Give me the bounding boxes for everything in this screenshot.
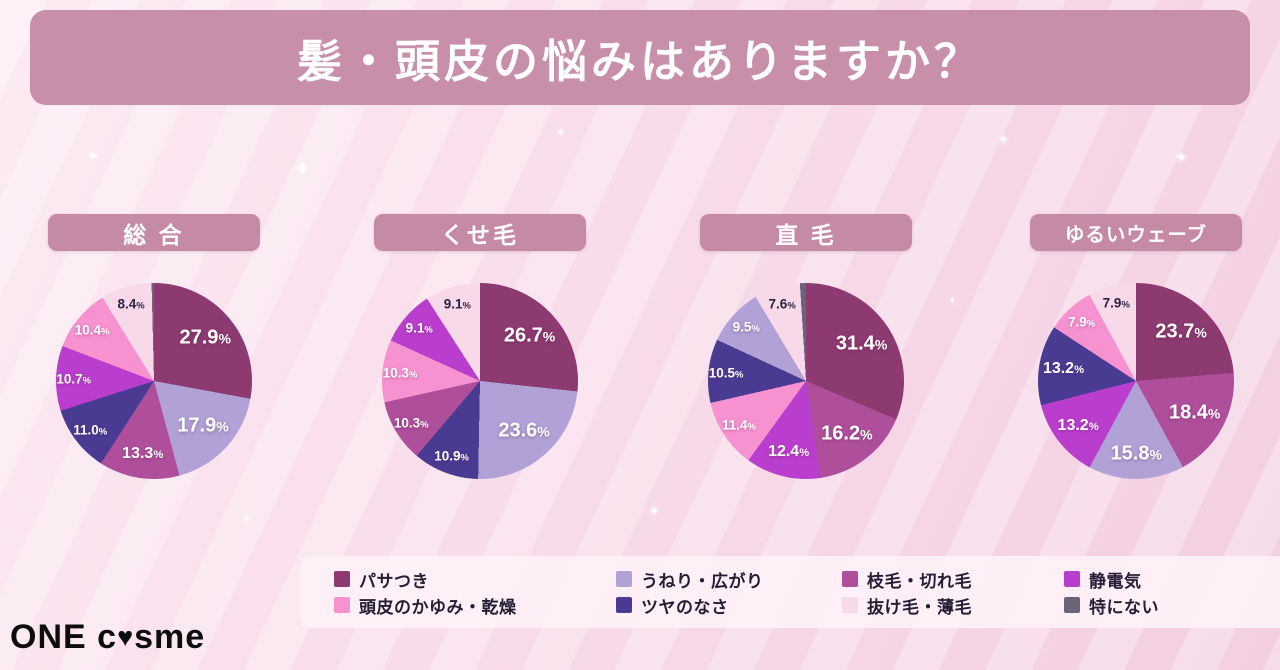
pie-slice-label: 12.4%: [768, 443, 810, 461]
legend-label: 枝毛・切れ毛: [867, 571, 972, 591]
chart-section-overall: 総 合 27.9% 17.9% 13.3% 11.0% 10.7% 10.4% 8.4%: [48, 214, 260, 479]
pie-slice-label: 13.3%: [122, 444, 164, 462]
chart-title-pill-kusege: くせ毛: [374, 214, 586, 251]
legend-label: うねり・広がり: [641, 571, 764, 591]
one-cosme-logo: ONE c♥sme: [10, 618, 205, 657]
pie-wrap: 26.7% 23.6% 10.9% 10.3% 10.3% 9.1% 9.1%: [382, 283, 578, 479]
pie-slice-label: 9.1%: [443, 296, 471, 312]
legend-label: ツヤのなさ: [641, 597, 729, 617]
legend-item: うねり・広がり: [616, 566, 842, 592]
legend-item: 静電気: [1064, 566, 1280, 592]
legend-item: 特にない: [1064, 592, 1280, 618]
chart-section-chokumou: 直 毛 31.4% 16.2% 12.4% 11.4% 10.5% 9.5% 7.6%: [700, 214, 912, 479]
sparkle-icon: ✦: [948, 296, 957, 307]
pie-wrap: 31.4% 16.2% 12.4% 11.4% 10.5% 9.5% 7.6%: [708, 283, 904, 479]
logo-text: sme: [134, 618, 206, 656]
legend-item: パサつき: [334, 566, 616, 592]
legend-swatch: [616, 571, 632, 587]
pie-wrap: 27.9% 17.9% 13.3% 11.0% 10.7% 10.4% 8.4%: [56, 283, 252, 479]
pie-slice-label: 13.2%: [1057, 417, 1099, 435]
legend: パサつき うねり・広がり 枝毛・切れ毛 静電気 頭皮のかゆみ・乾燥 ツヤのなさ …: [300, 556, 1280, 628]
heart-icon: ♥: [117, 622, 135, 652]
title-banner: 髪・頭皮の悩みはありますか？: [30, 10, 1250, 105]
chart-title-pill-yuruiwave: ゆるいウェーブ: [1030, 214, 1242, 251]
pie-slice-label: 7.6%: [768, 296, 796, 312]
pie-slice-label: 9.1%: [405, 320, 433, 336]
legend-swatch: [842, 571, 858, 587]
pie-chart-chokumou: 31.4% 16.2% 12.4% 11.4% 10.5% 9.5% 7.6%: [708, 283, 904, 479]
legend-item: 頭皮のかゆみ・乾燥: [334, 592, 616, 618]
pie-slice-label: 8.4%: [117, 296, 145, 312]
legend-item: 枝毛・切れ毛: [842, 566, 1064, 592]
chart-title-pill-chokumou: 直 毛: [700, 214, 912, 251]
legend-label: 特にない: [1089, 597, 1159, 617]
pie-slice-label: 17.9%: [177, 414, 229, 437]
legend-label: 抜け毛・薄毛: [867, 597, 972, 617]
pie-slice-label: 7.9%: [1102, 295, 1130, 311]
pie-slice-label: 9.5%: [732, 319, 760, 335]
legend-swatch: [334, 597, 350, 613]
sparkle-icon: ✦: [294, 158, 311, 180]
pie-slice-label: 18.4%: [1168, 401, 1221, 424]
pie-slice-label: 10.3%: [393, 415, 429, 431]
logo-text: ONE: [10, 618, 87, 656]
legend-swatch: [842, 597, 858, 613]
chart-title-label: 総 合: [123, 221, 185, 248]
chart-title-label: くせ毛: [441, 221, 519, 248]
legend-swatch: [616, 597, 632, 613]
sparkle-icon: ✦: [242, 513, 252, 525]
pie-slice-label: 10.5%: [708, 365, 744, 381]
sparkle-icon: ✦: [556, 127, 566, 139]
pie-slice-label: 16.2%: [821, 422, 873, 445]
pie-wrap: 23.7% 18.4% 15.8% 13.2% 13.2% 7.9% 7.9%: [1038, 283, 1234, 479]
legend-swatch: [1064, 597, 1080, 613]
sparkle-icon: ✦: [648, 503, 661, 520]
chart-title-label: ゆるいウェーブ: [1064, 224, 1208, 246]
pie-chart-kusege: 26.7% 23.6% 10.9% 10.3% 10.3% 9.1% 9.1%: [382, 283, 578, 479]
legend-label: 静電気: [1089, 571, 1142, 591]
pie-slice-label: 13.2%: [1042, 359, 1085, 377]
legend-swatch: [1064, 571, 1080, 587]
pie-slice-label: 10.3%: [382, 365, 418, 381]
legend-item: ツヤのなさ: [616, 592, 842, 618]
pie-slice-label: 11.0%: [73, 422, 108, 438]
pie-slice-label: 10.9%: [434, 448, 469, 464]
pie-slice-label: 11.4%: [722, 417, 756, 433]
legend-label: パサつき: [359, 571, 429, 591]
chart-title-pill-overall: 総 合: [48, 214, 260, 251]
pie-slice-label: 27.9%: [179, 326, 231, 349]
sparkle-icon: ✦: [998, 132, 1009, 147]
sparkle-icon: ✦: [1174, 148, 1189, 167]
pie-slice-label: 7.9%: [1067, 314, 1096, 330]
chart-section-kusege: くせ毛 26.7% 23.6% 10.9% 10.3% 10.3% 9.1% 9.1%: [374, 214, 586, 479]
pie-slice-label: 31.4%: [835, 332, 888, 355]
pie-slice-label: 15.8%: [1110, 442, 1162, 465]
sparkle-icon: ✦: [86, 148, 100, 165]
pie-slice-label: 26.7%: [503, 324, 556, 347]
pie-chart-overall: 27.9% 17.9% 13.3% 11.0% 10.7% 10.4% 8.4%: [56, 283, 252, 479]
pie-chart-yuruiwave: 23.7% 18.4% 15.8% 13.2% 13.2% 7.9% 7.9%: [1038, 283, 1234, 479]
page-title: 髪・頭皮の悩みはありますか？: [296, 35, 983, 88]
pie-slice-label: 23.6%: [498, 419, 550, 442]
logo-text: c: [97, 618, 118, 656]
pie-slice-label: 10.4%: [74, 322, 110, 338]
legend-label: 頭皮のかゆみ・乾燥: [359, 597, 517, 617]
legend-item: 抜け毛・薄毛: [842, 592, 1064, 618]
legend-swatch: [334, 571, 350, 587]
chart-title-label: 直 毛: [775, 221, 837, 248]
pie-slice-label: 23.7%: [1155, 320, 1207, 343]
pie-slice-label: 10.7%: [56, 371, 92, 387]
chart-section-yuruiwave: ゆるいウェーブ 23.7% 18.4% 15.8% 13.2% 13.2% 7.9% 7.9…: [1030, 214, 1242, 479]
